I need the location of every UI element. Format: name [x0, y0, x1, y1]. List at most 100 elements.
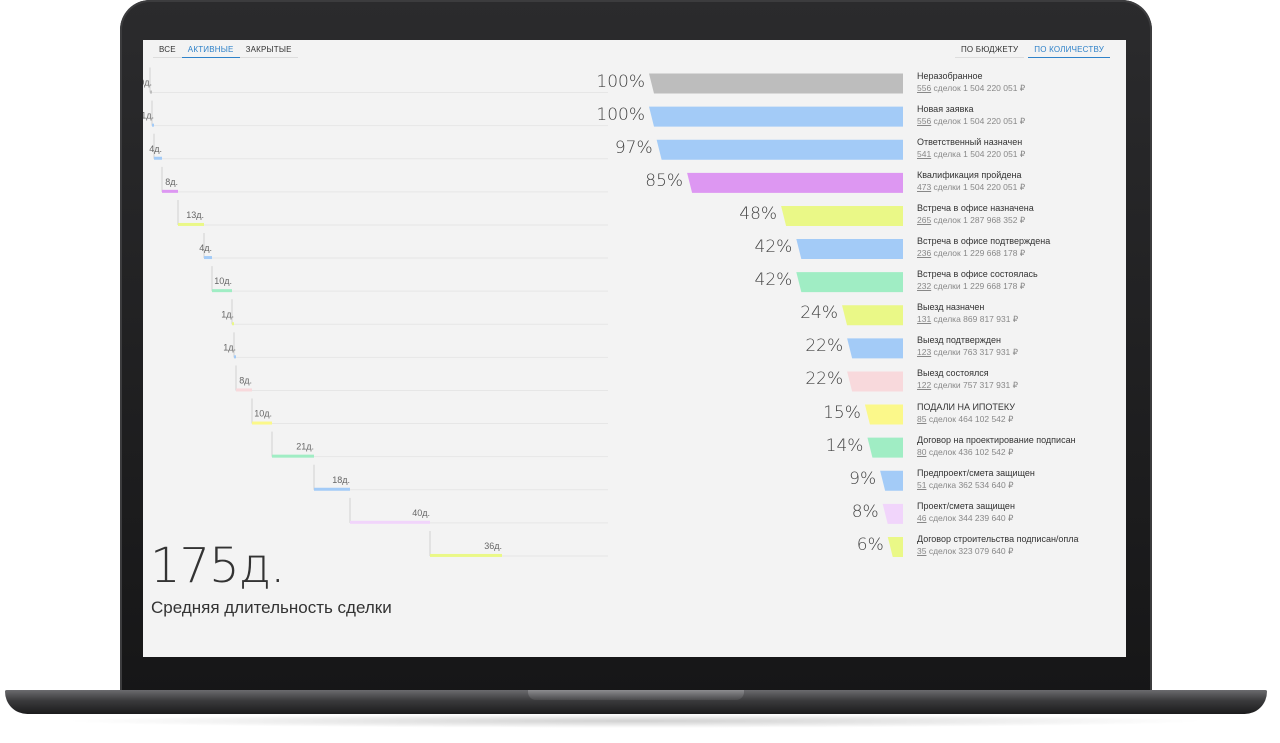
funnel-bar[interactable]: [687, 172, 903, 193]
stage-deal-word: сделки: [931, 281, 963, 292]
stage-deal-count-link[interactable]: 232: [917, 281, 932, 292]
funnel-bar[interactable]: [880, 470, 903, 491]
funnel-bar[interactable]: [847, 338, 903, 359]
funnel-bar[interactable]: [796, 239, 903, 260]
stage-deal-word: сделки: [931, 347, 963, 358]
average-duration-label: Средняя длительность сделки: [151, 598, 392, 617]
funnel-bar[interactable]: [796, 272, 903, 293]
duration-segment: [162, 189, 178, 193]
duration-segment: [150, 90, 152, 94]
stage-deal-count-link[interactable]: 473: [917, 181, 932, 192]
funnel-bar[interactable]: [842, 305, 903, 326]
funnel-percent-label: 22%: [805, 369, 844, 390]
stage-deal-count-link[interactable]: 236: [917, 248, 932, 259]
duration-label: 18д.: [332, 475, 350, 485]
stage-budget: 1 504 220 051 ₽: [963, 181, 1026, 192]
average-duration-value: 175д.: [150, 538, 285, 594]
funnel-bar[interactable]: [887, 536, 903, 557]
stage-budget: 869 817 931 ₽: [963, 314, 1019, 325]
stage-details: 122 сделки 757 317 931 ₽: [917, 380, 1079, 391]
stage-name: Встреча в офисе назначена: [917, 202, 1034, 213]
funnel-percent-label: 15%: [823, 402, 861, 423]
stage-budget: 1 504 220 051 ₽: [963, 148, 1026, 159]
funnel-percent-label: 24%: [800, 303, 839, 324]
stage-budget: 323 079 640 ₽: [958, 545, 1014, 556]
duration-segment: [314, 487, 350, 491]
stage-deal-count-link[interactable]: 35: [917, 545, 927, 556]
funnel-percent-label: 100%: [596, 71, 645, 92]
duration-label: 1д.: [223, 342, 236, 352]
funnel-bar[interactable]: [882, 503, 903, 524]
stage-deal-count-link[interactable]: 80: [917, 446, 927, 457]
duration-label: 21д.: [296, 442, 314, 452]
stage-budget: 1 504 220 051 ₽: [963, 82, 1026, 93]
laptop-notch: [528, 690, 744, 700]
stage-name: Встреча в офисе подтверждена: [917, 236, 1051, 247]
stage-deal-count-link[interactable]: 85: [917, 413, 927, 424]
duration-label: 40д.: [412, 508, 430, 518]
stage-name: Предпроект/смета защищен: [917, 467, 1035, 478]
stage-name: Ответственный назначен: [917, 136, 1023, 147]
stage-deal-word: сделок: [926, 512, 959, 523]
stage-name: ПОДАЛИ НА ИПОТЕКУ: [917, 401, 1015, 412]
tab-all[interactable]: ВСЕ: [153, 44, 182, 58]
stage-name: Неразобранное: [917, 70, 983, 81]
funnel-bar[interactable]: [656, 139, 903, 160]
stage-deal-count-link[interactable]: 51: [917, 479, 927, 490]
duration-label: 4д.: [149, 144, 162, 154]
stage-details: 232 сделки 1 229 668 178 ₽: [917, 281, 1079, 292]
stage-budget: 344 239 640 ₽: [958, 512, 1014, 523]
stage-deal-count-link[interactable]: 123: [917, 347, 932, 358]
stage-budget: 1 229 668 178 ₽: [963, 248, 1026, 259]
stage-deal-count-link[interactable]: 131: [917, 314, 932, 325]
duration-segment: [178, 222, 204, 226]
funnel-bar[interactable]: [847, 371, 903, 392]
duration-label: 1д.: [143, 111, 154, 121]
funnel-percent-label: 6%: [856, 534, 884, 555]
funnel-percent-label: 42%: [754, 237, 793, 258]
stage-deal-count-link[interactable]: 265: [917, 214, 932, 225]
stage-name: Проект/смета защищен: [917, 500, 1015, 511]
stage-name: Выезд состоялся: [917, 368, 989, 379]
stage-deal-word: сделок: [931, 115, 964, 126]
stage-budget: 757 317 931 ₽: [963, 380, 1019, 391]
stage-deal-word: сделок: [926, 446, 959, 457]
stage-deal-count-link[interactable]: 122: [917, 380, 932, 391]
stage-name: Квалификация пройдена: [917, 169, 1022, 180]
funnel-bar[interactable]: [649, 73, 903, 94]
stage-name: Выезд подтвержден: [917, 335, 1001, 346]
funnel-percent-label: 100%: [596, 104, 645, 125]
funnel-bar[interactable]: [781, 205, 903, 226]
duration-label: 1д.: [221, 309, 234, 319]
duration-segment: [212, 289, 232, 293]
stage-name: Выезд назначен: [917, 302, 985, 313]
tab-closed[interactable]: ЗАКРЫТЫЕ: [239, 44, 298, 58]
stage-details: 46 сделок 344 239 640 ₽: [917, 513, 1079, 524]
duration-label: 36д.: [484, 541, 502, 551]
duration-segment: [154, 156, 162, 160]
duration-segment: [152, 123, 154, 127]
duration-label: 13д.: [186, 210, 204, 220]
stage-deal-count-link[interactable]: 556: [917, 82, 932, 93]
tab-active[interactable]: АКТИВНЫЕ: [181, 44, 240, 58]
stage-deal-count-link[interactable]: 556: [917, 115, 932, 126]
duration-segment: [252, 421, 272, 425]
stage-deal-word: сделка: [931, 314, 964, 325]
stage-budget: 1 504 220 051 ₽: [963, 115, 1026, 126]
funnel-percent-label: 22%: [805, 336, 844, 357]
stage-name: Договор на проектирование подписан: [917, 434, 1076, 445]
stage-deal-count-link[interactable]: 46: [917, 512, 927, 523]
tab-by-budget[interactable]: ПО БЮДЖЕТУ: [954, 44, 1025, 58]
duration-label: 8д.: [239, 375, 252, 385]
stage-details: 131 сделка 869 817 931 ₽: [917, 314, 1079, 325]
stage-details: 556 сделок 1 504 220 051 ₽: [917, 83, 1079, 94]
funnel-percent-label: 97%: [614, 137, 653, 158]
funnel-bar[interactable]: [649, 106, 903, 127]
stage-deal-count-link[interactable]: 541: [917, 148, 932, 159]
duration-segment: [430, 553, 502, 557]
funnel-bar[interactable]: [864, 404, 903, 425]
tab-by-count[interactable]: ПО КОЛИЧЕСТВУ: [1028, 44, 1110, 58]
stage-details: 265 сделок 1 287 968 352 ₽: [917, 215, 1079, 226]
funnel-bar[interactable]: [867, 437, 903, 458]
stage-deal-word: сделка: [931, 148, 964, 159]
